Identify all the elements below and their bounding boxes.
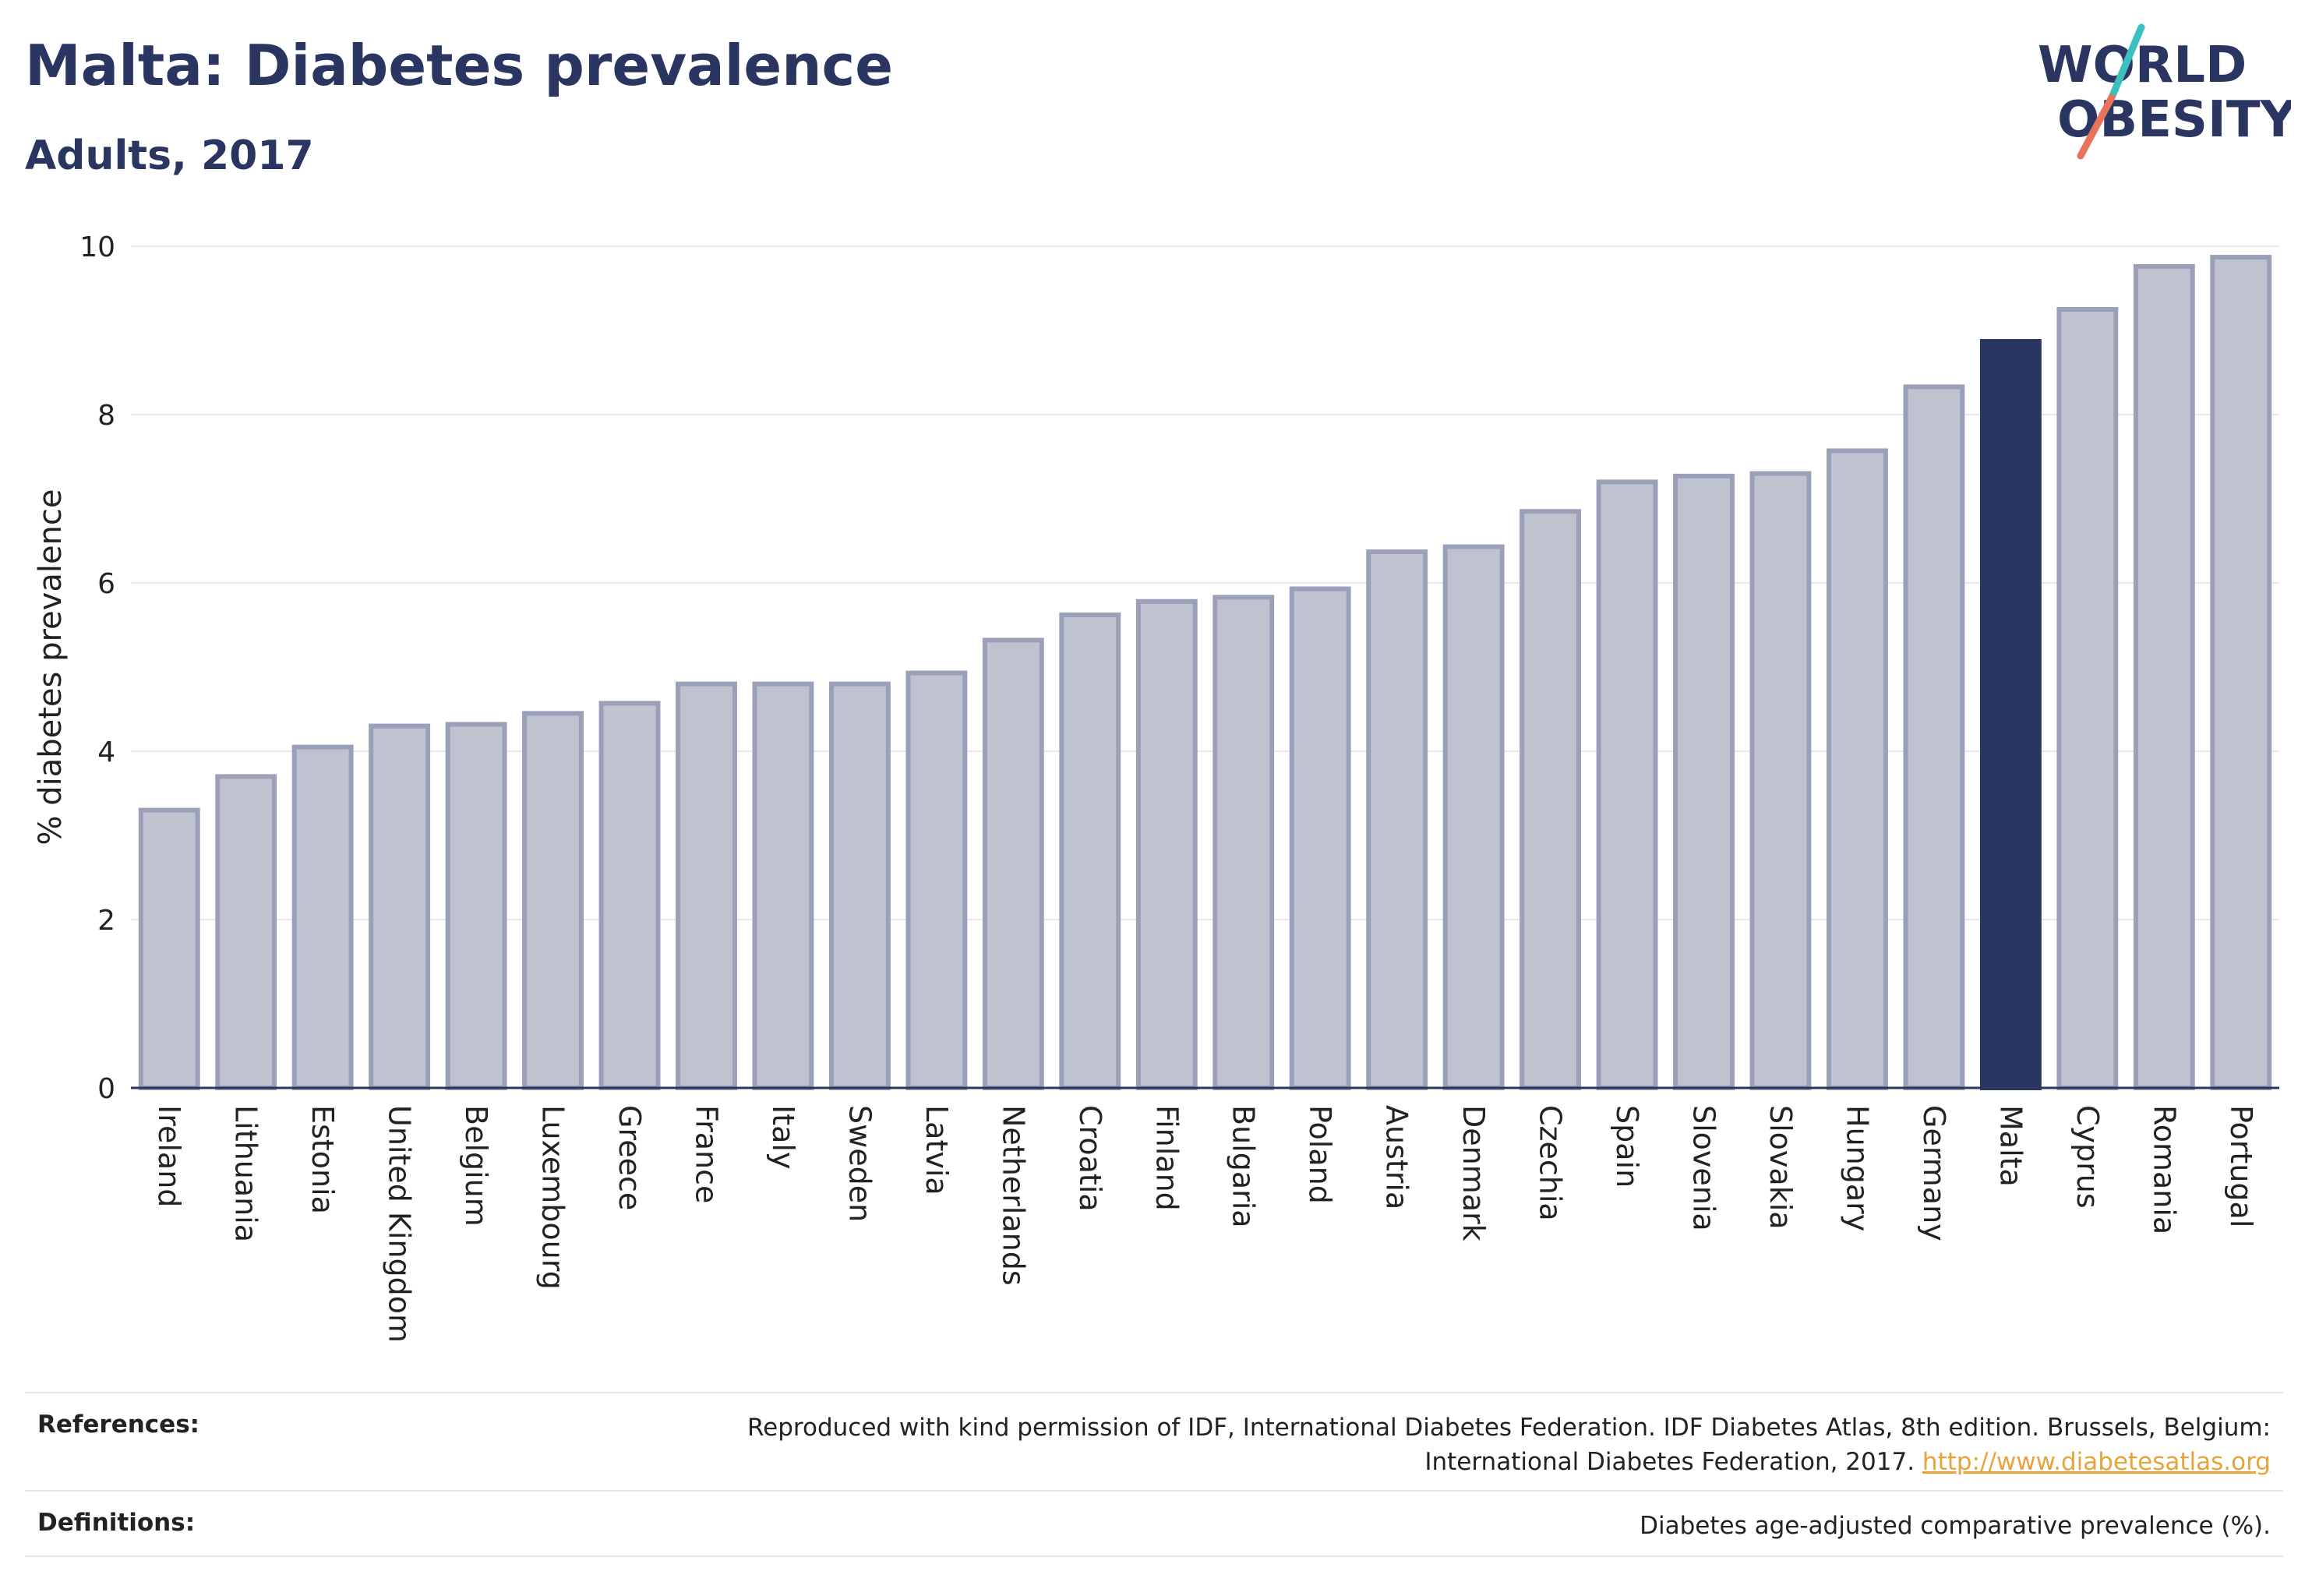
y-tick-label: 10 [79, 231, 115, 263]
x-tick-label: Spain [1610, 1105, 1644, 1188]
x-tick-label: Cyprus [2070, 1105, 2105, 1209]
bar-bulgaria [1213, 595, 1275, 1090]
bar-hungary [1827, 448, 1888, 1090]
bar-croatia [1059, 613, 1121, 1090]
bar-germany [1903, 384, 1965, 1090]
x-tick-label: Slovenia [1687, 1105, 1721, 1231]
bar-poland [1289, 586, 1351, 1090]
x-tick-label: Poland [1303, 1105, 1337, 1204]
x-tick-label: Greece [612, 1105, 647, 1210]
bar-chart: 0 2 4 6 8 10 % diabetes prevalence Ireland Lithu… [33, 231, 2279, 1343]
chart-title: Malta: Diabetes prevalence [25, 33, 894, 98]
logo-word-world: WORLD [2038, 37, 2247, 94]
chart-subtitle: Adults, 2017 [25, 132, 314, 179]
x-tick-label: Romania [2147, 1105, 2181, 1234]
bar-sweden [828, 681, 891, 1090]
bar-luxembourg [522, 711, 584, 1091]
x-tick-label: Slovakia [1763, 1105, 1798, 1230]
x-tick-label: Estonia [305, 1105, 340, 1214]
bar-cyprus [2056, 307, 2119, 1090]
references-text-line1: Reproduced with kind permission of IDF, … [747, 1414, 2271, 1442]
bar-austria [1366, 549, 1428, 1090]
bar-finland [1135, 598, 1198, 1090]
x-tick-label: Lithuania [229, 1105, 263, 1242]
bar-portugal [2210, 255, 2272, 1090]
footer-divider-bottom [25, 1555, 2283, 1557]
x-tick-label: Ireland [152, 1105, 186, 1207]
bar-greece [598, 701, 661, 1090]
x-tick-label: Italy [766, 1105, 800, 1169]
references-row: References: Reproduced with kind permiss… [25, 1411, 2283, 1488]
bar-romania [2133, 263, 2195, 1090]
logo-slash-coral [2077, 94, 2116, 160]
x-tick-label: Belgium [459, 1105, 493, 1227]
bar-slovakia [1749, 471, 1812, 1090]
y-tick-label: 2 [97, 905, 115, 937]
bar-france [676, 681, 737, 1090]
x-tick-label: United Kingdom [383, 1105, 417, 1343]
x-tick-label: Germany [1917, 1105, 1951, 1241]
bar-italy [752, 681, 814, 1090]
x-tick-label: Malta [1993, 1105, 2028, 1187]
x-tick-label: Latvia [920, 1105, 954, 1195]
references-text: Reproduced with kind permission of IDF, … [556, 1411, 2271, 1479]
references-link[interactable]: http://www.diabetesatlas.org [1922, 1448, 2271, 1476]
logo-slash-teal [2108, 23, 2145, 101]
definitions-text: Diabetes age-adjusted comparative preval… [1640, 1512, 2271, 1540]
references-text-line2: International Diabetes Federation, 2017. [1424, 1448, 1915, 1476]
y-tick-label: 0 [97, 1073, 115, 1105]
x-tick-label: Croatia [1073, 1105, 1107, 1212]
bar-malta [1979, 339, 2042, 1091]
footer-divider-top [25, 1392, 2283, 1393]
x-tick-label: Bulgaria [1227, 1105, 1261, 1228]
footer-divider-middle [25, 1490, 2283, 1492]
x-tick-label: France [689, 1105, 723, 1203]
bar-slovenia [1673, 473, 1735, 1090]
world-obesity-logo: WORLD OBESITY [2038, 23, 2291, 160]
y-tick-label: 4 [97, 736, 115, 768]
x-tick-label: Hungary [1840, 1105, 1874, 1231]
x-tick-label: Finland [1149, 1105, 1184, 1211]
bar-netherlands [982, 637, 1044, 1090]
bar-denmark [1442, 544, 1505, 1090]
x-tick-label: Portugal [2224, 1105, 2258, 1227]
x-tick-label: Denmark [1456, 1105, 1491, 1241]
bar-spain [1596, 479, 1658, 1090]
bar-ireland [138, 807, 200, 1090]
x-tick-label: Netherlands [996, 1105, 1030, 1286]
bar-united-kingdom [369, 723, 431, 1090]
bar-lithuania [215, 774, 277, 1091]
x-tick-label: Sweden [842, 1105, 877, 1222]
y-axis-label: % diabetes prevalence [33, 489, 69, 845]
bar-czechia [1520, 509, 1582, 1090]
bar-belgium [445, 722, 507, 1090]
x-tick-label: Czechia [1534, 1105, 1568, 1221]
x-tick-label: Luxembourg [536, 1105, 570, 1290]
x-tick-label: Austria [1380, 1105, 1414, 1209]
definitions-label: Definitions: [37, 1509, 196, 1537]
bar-estonia [291, 744, 354, 1090]
y-tick-label: 6 [97, 568, 115, 600]
y-tick-label: 8 [97, 400, 115, 432]
references-label: References: [37, 1411, 200, 1439]
bar-latvia [905, 670, 968, 1090]
definitions-row: Definitions: Diabetes age-adjusted compa… [25, 1509, 2283, 1548]
